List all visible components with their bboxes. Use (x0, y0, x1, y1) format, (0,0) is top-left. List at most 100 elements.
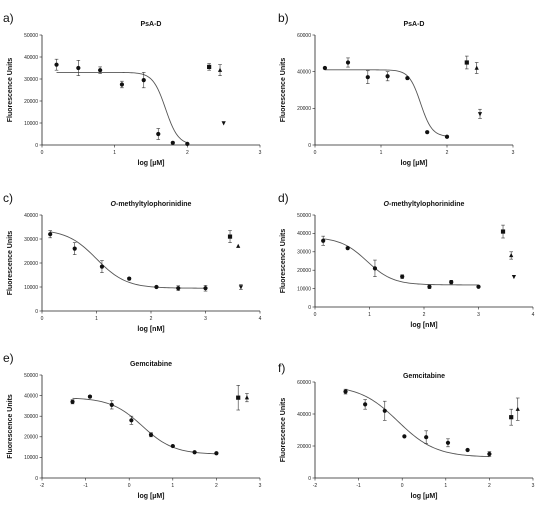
data-point-circle (109, 402, 114, 407)
y-tick-label: 30000 (24, 237, 38, 243)
data-point-triangle-up (515, 406, 520, 411)
y-tick-label: 40000 (297, 69, 311, 75)
data-point-circle (322, 65, 327, 71)
fit-curve (324, 69, 448, 137)
data-point-circle (445, 440, 451, 445)
x-tick-label: 2 (446, 150, 449, 156)
x-axis-title: log [µM] (138, 493, 165, 500)
y-tick-label: 30000 (24, 77, 38, 83)
panel-letter: a) (3, 11, 14, 25)
x-tick-label: 0 (314, 150, 317, 156)
data-point-circle (444, 134, 450, 139)
data-point-circle (119, 82, 125, 87)
data-point-circle (343, 389, 348, 394)
data-point-circle (425, 130, 430, 135)
data-point-circle (156, 131, 161, 137)
y-tick-label: 50000 (24, 33, 38, 39)
y-tick-label: 10000 (24, 455, 38, 461)
y-axis-title: Fluorescence Units (280, 58, 287, 123)
data-point-triangle-up (474, 65, 479, 70)
data-point-circle (127, 276, 132, 281)
data-point-circle (402, 434, 407, 439)
x-tick-label: 3 (477, 312, 480, 318)
data-point-circle (449, 280, 454, 285)
y-axis-title: Fluorescence Units (7, 58, 14, 123)
x-tick-label: 1 (171, 483, 174, 489)
y-tick-label: 40000 (297, 231, 311, 237)
data-point-circle (154, 284, 159, 290)
x-tick-label: 0 (314, 312, 317, 318)
data-point-triangle-up (217, 67, 223, 72)
chart-panel-1: a) PsA-D 0 10000 20000 30000 40000 50000 0 1 2 3 log… (3, 11, 262, 167)
y-tick-label: 0 (308, 476, 311, 482)
data-point-square (236, 395, 241, 400)
x-axis-title: log [µM] (401, 160, 428, 167)
data-point-triangle-down (477, 112, 483, 117)
data-point-circle (48, 232, 53, 237)
data-point-triangle-up (509, 252, 514, 258)
x-tick-label: 0 (41, 316, 44, 322)
x-tick-label: 1 (368, 312, 371, 318)
x-axis-title: log [nM] (137, 326, 164, 333)
y-tick-label: 50000 (24, 373, 38, 379)
y-tick-label: 10000 (297, 286, 311, 292)
data-point-circle (185, 141, 190, 146)
chart-panel-2: b) PsA-D 0 20000 40000 60000 0 1 2 3 log [µM] Fluor… (278, 11, 515, 167)
data-point-triangle-down (221, 121, 226, 126)
y-tick-label: 20000 (24, 99, 38, 105)
data-point-circle (424, 435, 429, 440)
y-tick-label: 60000 (297, 380, 311, 386)
x-axis-title: log [nM] (410, 322, 437, 329)
x-tick-label: 3 (532, 483, 535, 489)
panel-letter: d) (278, 191, 289, 205)
y-tick-label: 10000 (24, 285, 38, 291)
chart-panel-6: f) Gemcitabine 0 20000 40000 60000 -2 -1 0 1 2 3 log… (278, 361, 535, 500)
y-tick-label: 40000 (24, 55, 38, 61)
y-axis-title: Fluorescence Units (280, 398, 287, 463)
data-point-square (509, 415, 514, 420)
chart-title-italic: O (111, 201, 117, 208)
data-point-circle (321, 238, 326, 243)
y-axis-title: Fluorescence Units (280, 229, 287, 294)
y-tick-label: 0 (35, 476, 38, 482)
y-tick-label: 30000 (24, 414, 38, 420)
panel-letter: b) (278, 11, 289, 25)
fit-curve (345, 389, 490, 458)
y-tick-label: 40000 (24, 393, 38, 399)
y-tick-label: 20000 (297, 444, 311, 450)
data-point-circle (54, 62, 59, 67)
chart-title: Gemcitabine (403, 373, 445, 380)
chart-title: PsA-D (140, 21, 161, 28)
x-axis-title: log [µM] (411, 493, 438, 500)
y-tick-label: 0 (308, 143, 311, 149)
data-point-circle (203, 286, 208, 291)
data-point-circle (427, 284, 432, 289)
data-point-triangle-up (236, 243, 241, 248)
x-tick-label: 0 (128, 483, 131, 489)
x-tick-label: 2 (488, 483, 491, 489)
data-point-square (500, 229, 506, 234)
data-point-circle (385, 74, 390, 79)
y-tick-label: 20000 (24, 435, 38, 441)
y-tick-label: 40000 (297, 412, 311, 418)
data-point-circle (345, 60, 351, 65)
data-point-circle (192, 450, 197, 455)
y-tick-label: 50000 (297, 213, 311, 219)
chart-title: PsA-D (403, 21, 424, 28)
chart-panel-3: c) O-methyltylophorinidine 0 10000 20000 3000… (3, 191, 262, 333)
y-axis-title: Fluorescence Units (7, 231, 14, 296)
x-tick-label: 3 (204, 316, 207, 322)
data-point-circle (129, 418, 134, 423)
y-tick-label: 20000 (24, 261, 38, 267)
data-point-circle (363, 402, 368, 407)
data-point-circle (487, 451, 492, 457)
data-point-circle (87, 394, 93, 399)
x-tick-label: 2 (423, 312, 426, 318)
data-point-square (464, 60, 469, 65)
data-point-circle (405, 75, 410, 81)
chart-title: O-methyltylophorinidine (384, 201, 465, 208)
x-tick-label: 4 (259, 316, 262, 322)
chart-title: Gemcitabine (130, 361, 172, 368)
chart-panel-4: d) O-methyltylophorinidine 0 10000 20000 3000… (278, 191, 535, 329)
